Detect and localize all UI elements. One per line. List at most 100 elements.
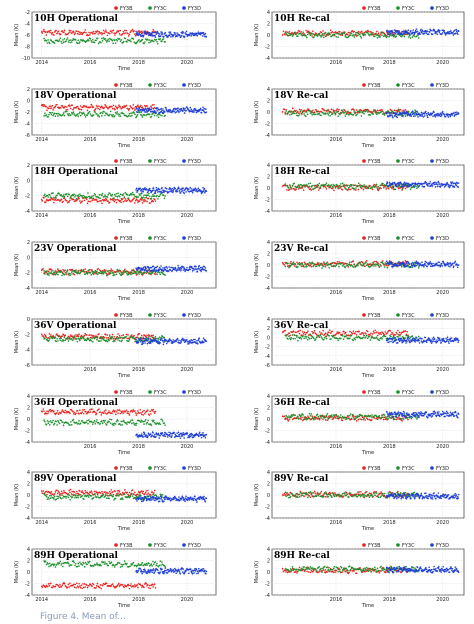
data-point	[79, 335, 82, 338]
data-point	[434, 116, 437, 118]
data-point	[146, 107, 149, 110]
data-point	[171, 189, 173, 192]
data-point	[126, 193, 129, 196]
data-point	[71, 31, 74, 34]
data-point	[315, 110, 318, 113]
data-point	[416, 187, 418, 190]
data-point	[134, 113, 136, 116]
data-point	[91, 105, 93, 107]
data-point	[83, 199, 86, 202]
data-point	[70, 39, 72, 41]
data-point	[156, 340, 159, 343]
data-point	[112, 114, 114, 116]
data-point	[204, 191, 206, 194]
data-point	[452, 31, 454, 34]
data-point	[84, 116, 87, 118]
data-point	[118, 37, 121, 40]
data-point	[443, 29, 445, 32]
series-fy3d	[135, 104, 208, 116]
data-point	[153, 198, 156, 201]
data-point	[104, 199, 106, 202]
y-tick-label: 2	[267, 22, 270, 28]
data-point	[132, 272, 135, 275]
data-point	[313, 184, 315, 187]
data-point	[82, 269, 85, 271]
y-tick-label: 0	[267, 263, 270, 269]
data-point	[87, 337, 90, 340]
data-point	[74, 196, 76, 198]
data-point	[181, 34, 183, 37]
data-point	[113, 39, 116, 42]
data-point	[324, 186, 327, 188]
data-point	[48, 105, 51, 108]
data-point	[379, 33, 382, 36]
data-point	[111, 271, 114, 274]
data-point	[143, 269, 146, 271]
data-point	[128, 338, 131, 341]
data-point	[425, 261, 428, 264]
data-point	[135, 270, 137, 273]
data-point	[302, 264, 305, 267]
data-point	[356, 111, 359, 114]
data-point	[47, 107, 50, 110]
data-point	[127, 108, 129, 110]
data-point	[101, 112, 104, 114]
data-point	[356, 31, 358, 34]
data-point	[130, 112, 132, 114]
data-point	[334, 187, 337, 189]
data-point	[130, 334, 133, 336]
chart-title: 10H Re-cal	[274, 14, 330, 24]
data-point	[88, 34, 91, 36]
data-point	[56, 271, 58, 274]
data-point	[69, 105, 71, 107]
data-point	[108, 40, 110, 43]
data-point	[86, 196, 88, 198]
data-point	[305, 35, 307, 37]
data-point	[124, 200, 126, 202]
data-point	[160, 107, 163, 110]
data-point	[191, 270, 194, 272]
data-point	[127, 32, 129, 35]
data-point	[291, 35, 294, 37]
data-point	[345, 265, 347, 267]
data-point	[114, 195, 117, 197]
data-point	[413, 185, 416, 188]
data-point	[190, 265, 193, 268]
data-point	[100, 115, 103, 117]
data-point	[158, 269, 160, 272]
x-tick-label: 2020	[181, 213, 194, 219]
data-point	[322, 33, 324, 35]
data-point	[69, 107, 72, 110]
data-point	[196, 340, 198, 342]
data-point	[283, 264, 286, 266]
data-point	[417, 267, 420, 269]
data-point	[49, 31, 51, 34]
data-point	[331, 265, 333, 268]
legend-label: FY3B	[120, 236, 133, 242]
data-point	[85, 32, 87, 34]
data-point	[348, 188, 350, 191]
data-point	[138, 339, 141, 342]
data-point	[455, 184, 458, 187]
data-point	[114, 34, 116, 36]
chart-panel: -6 -4 -2 0 2 2014 2016 2018 2020 Time Mean (K) 18V …	[0, 77, 240, 154]
data-point	[436, 262, 438, 265]
data-point	[302, 110, 305, 112]
data-point	[372, 263, 375, 265]
data-point	[377, 34, 380, 37]
data-point	[401, 110, 403, 112]
data-point	[186, 106, 188, 109]
x-axis-label: Time	[361, 296, 374, 302]
data-point	[104, 114, 106, 117]
data-point	[111, 115, 114, 118]
data-point	[50, 29, 52, 32]
data-point	[76, 32, 79, 35]
data-point	[441, 111, 444, 113]
data-point	[105, 197, 107, 200]
data-point	[149, 337, 151, 340]
data-point	[323, 262, 326, 265]
y-tick-label: -8	[25, 45, 30, 51]
data-point	[122, 200, 125, 203]
legend-marker	[430, 159, 434, 163]
data-point	[416, 264, 418, 267]
